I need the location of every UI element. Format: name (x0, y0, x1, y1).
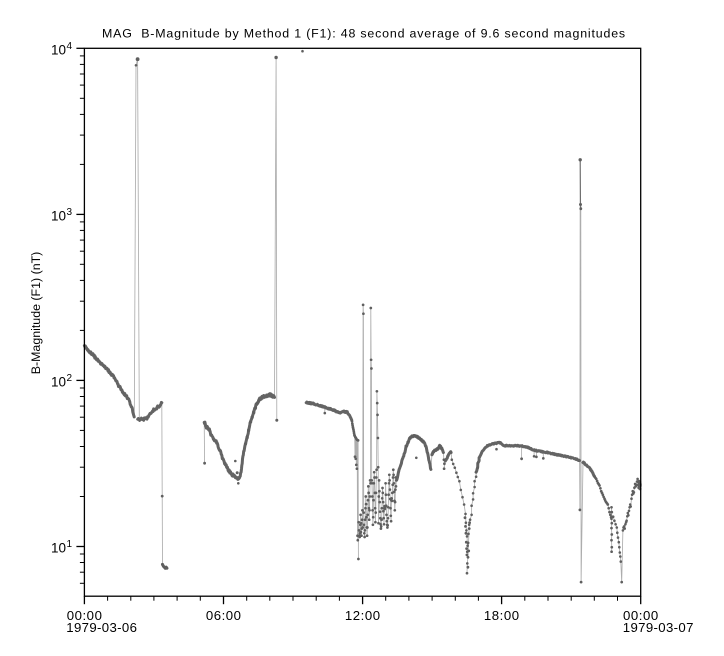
svg-text:1979-03-07: 1979-03-07 (623, 620, 694, 635)
svg-text:3: 3 (67, 207, 73, 218)
svg-text:1979-03-06: 1979-03-06 (66, 620, 137, 635)
svg-text:4: 4 (67, 41, 73, 52)
svg-text:12:00: 12:00 (345, 608, 381, 623)
svg-text:00:00: 00:00 (623, 608, 659, 623)
svg-text:18:00: 18:00 (484, 608, 520, 623)
svg-text:06:00: 06:00 (206, 608, 242, 623)
svg-text:B-Magnitude (F1) (nT): B-Magnitude (F1) (nT) (29, 252, 43, 375)
svg-text:10: 10 (51, 42, 66, 57)
svg-text:1: 1 (67, 539, 73, 550)
svg-text:10: 10 (51, 374, 66, 389)
svg-text:00:00: 00:00 (67, 608, 103, 623)
svg-text:10: 10 (51, 541, 66, 556)
svg-text:MAG B-Magnitude by Method 1 (: MAG B-Magnitude by Method 1 (F1): 48 sec… (102, 27, 626, 41)
svg-text:10: 10 (51, 208, 66, 223)
svg-text:2: 2 (67, 373, 73, 384)
